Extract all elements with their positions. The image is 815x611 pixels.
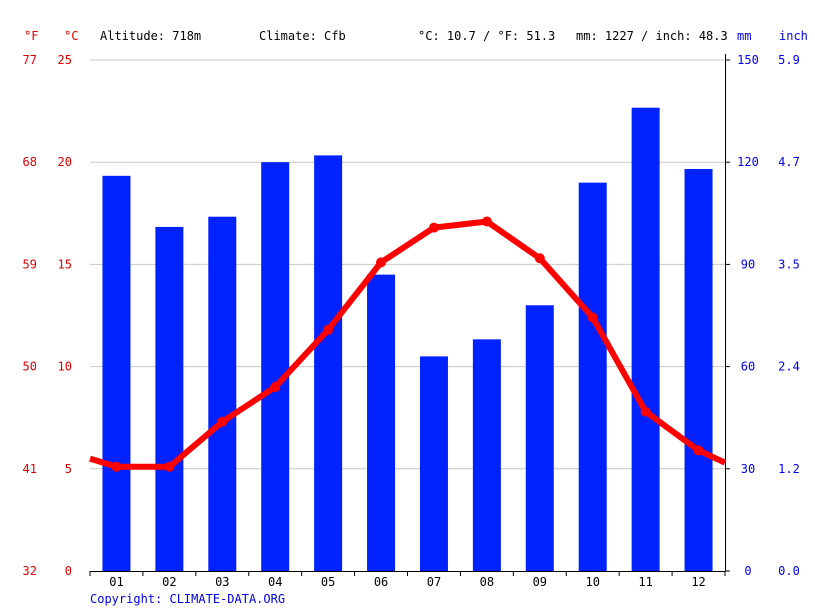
precipitation-bar <box>155 226 184 571</box>
temperature-point <box>376 257 387 268</box>
precipitation-bar <box>578 182 607 571</box>
precipitation-bars <box>102 107 713 572</box>
precipitation-bar <box>314 155 343 572</box>
precipitation-bar <box>102 175 131 571</box>
month-label: 08 <box>480 575 494 589</box>
temperature-point <box>428 222 439 233</box>
inch-tick-label: 4.7 <box>778 155 800 169</box>
temperature-line-path <box>89 218 727 470</box>
fahrenheit-tick-label: 41 <box>23 462 37 476</box>
altitude-label: Altitude: 718m <box>100 29 202 43</box>
precipitation-bar <box>631 107 660 572</box>
axis-labels: 01 02 03 04 05 06 07 08 09 10 11 120325411050155920… <box>23 53 800 589</box>
precipitation-bar <box>419 356 448 571</box>
fahrenheit-tick-label: 59 <box>23 257 37 271</box>
precipitation-bar <box>367 274 396 571</box>
celsius-tick-label: 20 <box>58 155 72 169</box>
month-label: 11 <box>638 575 652 589</box>
month-label: 10 <box>585 575 599 589</box>
temperature-point <box>323 324 334 335</box>
celsius-tick-label: 15 <box>58 257 72 271</box>
copyright-label: Copyright: CLIMATE-DATA.ORG <box>90 592 286 606</box>
inch-tick-label: 2.4 <box>778 360 800 374</box>
fahrenheit-tick-label: 50 <box>23 360 37 374</box>
temperature-point <box>640 406 651 417</box>
month-label: 12 <box>691 575 705 589</box>
precipitation-bar <box>261 162 290 571</box>
month-label: 09 <box>533 575 547 589</box>
month-label: 01 <box>109 575 123 589</box>
mm-tick-label: 90 <box>741 257 755 271</box>
temperature-point <box>164 461 175 472</box>
precipitation-bar <box>472 339 501 571</box>
temperature-point <box>111 461 122 472</box>
fahrenheit-unit-label: °F <box>24 29 39 43</box>
mm-tick-label: 150 <box>737 53 759 67</box>
mm-tick-label: 0 <box>744 564 751 578</box>
fahrenheit-tick-label: 77 <box>23 53 37 67</box>
temperature-point <box>587 312 598 323</box>
inch-tick-label: 3.5 <box>778 257 800 271</box>
inch-tick-label: 1.2 <box>778 462 800 476</box>
month-label: 05 <box>321 575 335 589</box>
inch-tick-label: 5.9 <box>778 53 800 67</box>
month-label: 02 <box>162 575 176 589</box>
month-label: 04 <box>268 575 282 589</box>
grid-lines <box>90 59 725 470</box>
temperature-point <box>693 445 704 456</box>
month-label: 07 <box>427 575 441 589</box>
mm-unit-label: mm <box>737 29 752 43</box>
celsius-tick-label: 25 <box>58 53 72 67</box>
inch-tick-label: 0.0 <box>778 564 800 578</box>
celsius-tick-label: 10 <box>58 360 72 374</box>
celsius-tick-label: 5 <box>65 462 72 476</box>
precipitation-bar <box>525 305 554 571</box>
axes <box>89 54 730 576</box>
temperature-line <box>89 216 727 472</box>
celsius-unit-label: °C <box>64 29 79 43</box>
mm-tick-label: 60 <box>741 360 755 374</box>
fahrenheit-tick-label: 32 <box>23 564 37 578</box>
temperature-point <box>534 253 545 264</box>
precipitation-bar <box>208 216 237 571</box>
month-label: 06 <box>374 575 388 589</box>
month-label: 03 <box>215 575 229 589</box>
temperature-point <box>270 382 281 393</box>
mm-tick-label: 120 <box>737 155 759 169</box>
temperature-average-label: °C: 10.7 / °F: 51.3 <box>418 29 556 43</box>
precipitation-average-label: mm: 1227 / inch: 48.3 <box>576 29 728 43</box>
fahrenheit-tick-label: 68 <box>23 155 37 169</box>
mm-tick-label: 30 <box>741 462 755 476</box>
celsius-tick-label: 0 <box>65 564 72 578</box>
climate-label: Climate: Cfb <box>259 29 346 43</box>
precipitation-bar <box>684 169 713 571</box>
temperature-point <box>481 216 492 227</box>
inch-unit-label: inch <box>779 29 808 43</box>
temperature-point <box>217 416 228 427</box>
